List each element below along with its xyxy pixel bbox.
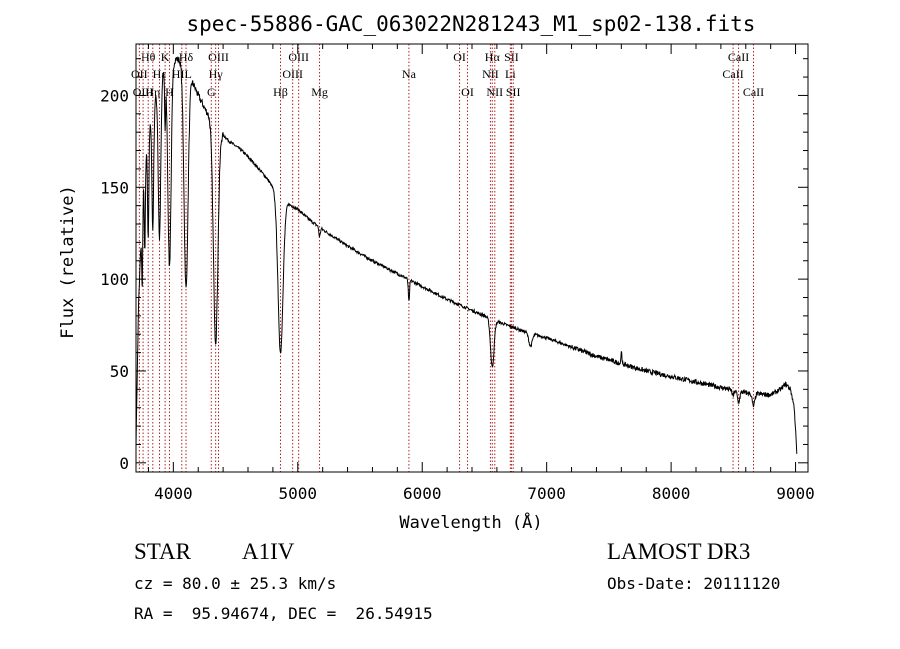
x-tick-label-4000: 4000 [154,484,193,503]
line-marker-label-14: Hβ [273,85,288,99]
x-tick-label-6000: 6000 [403,484,442,503]
redshift-text: cz = 80.0 ± 25.3 km/s [134,574,337,593]
line-marker-label-24: SII [506,85,521,99]
x-tick-label-9000: 9000 [776,484,815,503]
plot-frame [135,43,809,473]
line-marker-label-17: OI [453,50,466,64]
line-marker-label-13: OIII [282,67,303,81]
line-marker-label-3: Hη [145,85,160,99]
y-tick-label-100: 100 [100,270,129,289]
x-axis-label: Wavelength (Å) [399,511,542,533]
line-marker-label-22: Li [505,67,516,81]
x-tick-label-8000: 8000 [652,484,691,503]
tick-labels: 4000 5000 6000 7000 8000 9000 0 50 100 150 200 [100,86,815,503]
line-marker-label-15: Mg [311,85,328,99]
line-marker-label-16: Na [402,67,417,81]
line-marker-label-11: G [207,85,216,99]
object-subclass: A1IV [242,539,295,564]
line-marker-label-23: NII [486,85,503,99]
x-tick-label-5000: 5000 [279,484,318,503]
y-tick-label-200: 200 [100,86,129,105]
y-axis-label: Flux (relative) [58,185,78,339]
line-marker-label-1: OII [131,67,148,81]
line-marker-label-26: CaII [722,67,743,81]
line-marker-label-19: Hα [485,50,501,64]
y-tick-label-150: 150 [100,178,129,197]
y-tick-label-0: 0 [119,454,129,473]
object-class: STAR [134,539,191,564]
line-marker-label-25: CaII [728,50,749,64]
coordinates-text: RA = 95.94674, DEC = 26.54915 [134,604,433,623]
line-marker-label-7: Hδ [179,50,194,64]
line-marker-label-18: OI [461,85,474,99]
line-marker-label-4: K [161,50,170,64]
obs-date-text: Obs-Date: 20111120 [607,574,781,593]
line-marker-label-20: SII [504,50,519,64]
survey-label: LAMOST DR3 [607,539,751,564]
y-tick-label-50: 50 [110,362,129,381]
spectrum-line [135,56,798,454]
line-marker-label-12: OIII [288,50,309,64]
line-marker-label-21: NII [482,67,499,81]
line-marker-label-27: CaII [743,85,764,99]
chart-title: spec-55886-GAC_063022N281243_M1_sp02-138… [187,12,756,36]
x-tick-label-7000: 7000 [527,484,566,503]
plot-axes [135,43,809,473]
line-marker-label-6: H [165,85,174,99]
line-marker-label-10: Hγ [209,67,224,81]
line-marker-label-0: Hθ [141,50,156,64]
line-marker-label-9: OIII [208,50,229,64]
